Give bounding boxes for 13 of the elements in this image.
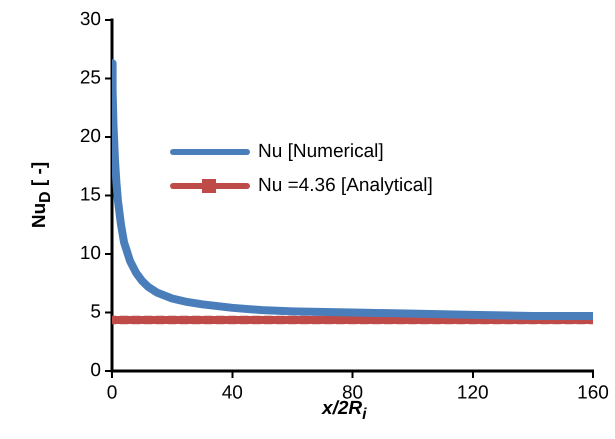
y-tick-label: 20 [80,126,101,148]
x-tick-label: 160 [577,382,609,404]
y-tick-label: 25 [80,68,101,89]
y-tick-label: 5 [90,302,101,323]
x-tick-label: 40 [222,382,243,404]
y-tick-label: 30 [80,9,101,30]
y-tick-label: 0 [90,360,101,382]
x-tick-label: 0 [106,382,118,404]
y-tick-label: 10 [80,243,101,264]
x-tick-label: 120 [456,382,489,404]
legend-label: Nu [Numerical] [258,141,384,163]
legend-label: Nu =4.36 [Analytical] [258,175,433,197]
y-tick-label: 15 [80,184,101,206]
